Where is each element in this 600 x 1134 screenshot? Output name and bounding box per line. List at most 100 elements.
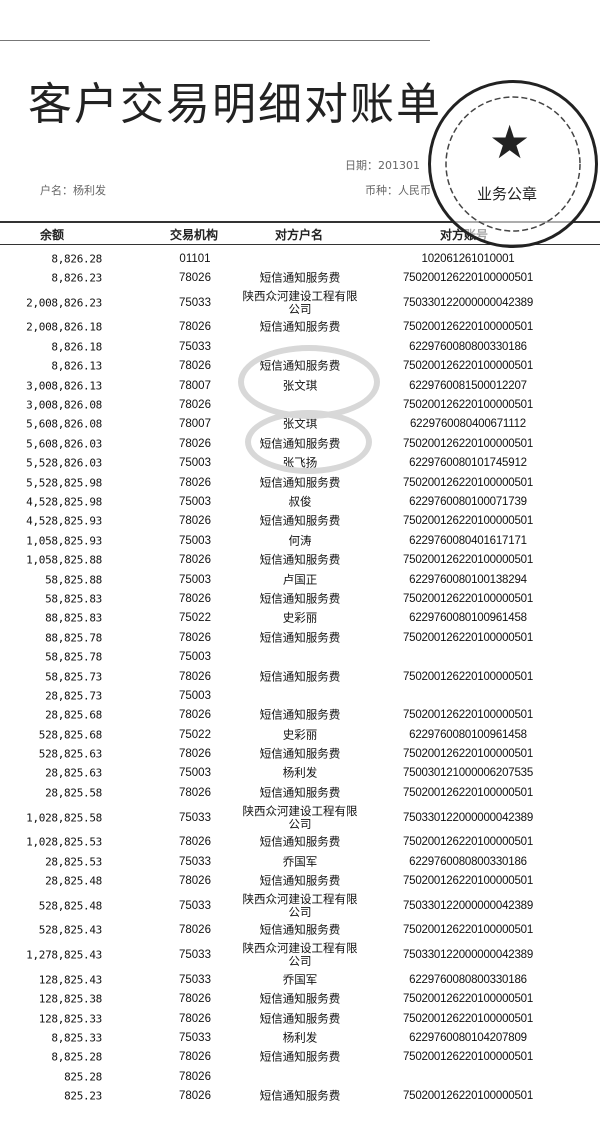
table-row: 128,825.38 78026 短信通知服务费 750200126220100000…: [0, 990, 600, 1009]
org-cell: 78026: [179, 670, 211, 683]
org-cell: 78026: [179, 924, 211, 937]
table-row: 1,058,825.93 75003 何涛 6229760080401617171: [0, 531, 600, 550]
balance-cell: 28,825.48: [45, 874, 102, 888]
balance-cell: 128,825.33: [38, 1012, 103, 1026]
transaction-table: 8,826.28 01101 102061261010001 8,826.23 7802…: [0, 249, 600, 1106]
counterparty-account-cell: 750200126220100000501: [402, 554, 534, 567]
counterparty-account-cell: 750200126220100000501: [402, 399, 534, 412]
org-cell: 78026: [179, 1051, 211, 1064]
org-cell: 78026: [179, 1012, 211, 1025]
org-cell: 78026: [179, 1070, 211, 1083]
balance-cell: 4,528,825.98: [26, 495, 102, 509]
header-rule-top: [0, 221, 600, 223]
balance-cell: 128,825.38: [38, 992, 103, 1006]
table-row: 58,825.73 78026 短信通知服务费 7502001262201000005…: [0, 667, 600, 686]
table-row: 1,028,825.53 78026 短信通知服务费 7502001262201000…: [0, 833, 600, 852]
table-row: 1,028,825.58 75033 陕西众河建设工程有限公司 75033012200…: [0, 803, 600, 833]
balance-cell: 58,825.83: [45, 592, 102, 606]
org-cell: 78026: [179, 631, 211, 644]
balance-cell: 1,058,825.88: [26, 553, 102, 567]
counterparty-name-cell: 史彩丽: [282, 610, 318, 625]
balance-cell: 5,528,825.98: [26, 476, 102, 490]
balance-cell: 28,825.53: [45, 855, 102, 869]
counterparty-account-cell: 6229760080100961458: [409, 728, 527, 741]
currency-label: 币种：: [365, 184, 398, 197]
org-cell: 75033: [179, 1031, 211, 1044]
balance-cell: 28,825.68: [45, 708, 102, 722]
org-cell: 78026: [179, 836, 211, 849]
counterparty-account-cell: 750200126220100000501: [402, 875, 534, 888]
counterparty-account-cell: 750200126220100000501: [402, 631, 534, 644]
counterparty-name-cell: 叔俊: [288, 494, 312, 509]
counterparty-account-cell: 6229760080104207809: [409, 1031, 527, 1044]
table-row: 128,825.43 75033 乔国军 6229760080800330186: [0, 970, 600, 989]
org-cell: 78026: [179, 1090, 211, 1103]
table-row: 1,058,825.88 78026 短信通知服务费 7502001262201000…: [0, 550, 600, 569]
counterparty-name-cell: 短信通知服务费: [259, 319, 341, 334]
org-cell: 75033: [179, 811, 211, 824]
counterparty-name-cell: 卢国正: [282, 572, 318, 587]
org-cell: 78026: [179, 360, 211, 373]
table-row: 88,825.78 78026 短信通知服务费 7502001262201000005…: [0, 628, 600, 647]
org-cell: 78026: [179, 748, 211, 761]
org-cell: 78007: [179, 418, 211, 431]
table-row: 88,825.83 75022 史彩丽 6229760080100961458: [0, 609, 600, 628]
counterparty-account-cell: 750200126220100000501: [402, 515, 534, 528]
balance-cell: 528,825.68: [38, 728, 103, 742]
balance-cell: 8,826.13: [51, 359, 102, 373]
counterparty-account-cell: 102061261010001: [421, 252, 515, 265]
balance-cell: 5,528,826.03: [26, 456, 102, 470]
counterparty-name-cell: 短信通知服务费: [259, 785, 341, 800]
org-cell: 75003: [179, 495, 211, 508]
balance-cell: 58,825.78: [45, 650, 102, 664]
official-stamp: ★ 业务公章: [428, 80, 598, 248]
account-name-field: 户名：杨利发: [40, 182, 106, 198]
balance-cell: 28,825.73: [45, 689, 102, 703]
org-cell: 78026: [179, 515, 211, 528]
counterparty-account-cell: 6229760080101745912: [409, 457, 527, 470]
balance-cell: 8,825.28: [51, 1050, 102, 1064]
counterparty-account-cell: 750200126220100000501: [402, 1012, 534, 1025]
balance-cell: 3,008,826.13: [26, 379, 102, 393]
counterparty-account-cell: 750200126220100000501: [402, 272, 534, 285]
org-cell: 75022: [179, 728, 211, 741]
balance-cell: 1,278,825.43: [26, 948, 102, 962]
org-cell: 78026: [179, 709, 211, 722]
org-cell: 75033: [179, 340, 211, 353]
counterparty-name-cell: 短信通知服务费: [259, 270, 341, 285]
counterparty-account-cell: 6229760080100961458: [409, 612, 527, 625]
counterparty-name-cell: 短信通知服务费: [259, 922, 341, 937]
balance-cell: 825.28: [64, 1070, 102, 1084]
table-row: 8,826.23 78026 短信通知服务费 75020012622010000050…: [0, 268, 600, 287]
table-row: 128,825.33 78026 短信通知服务费 750200126220100000…: [0, 1009, 600, 1028]
counterparty-account-cell: 750200126220100000501: [402, 748, 534, 761]
table-row: 28,825.63 75003 杨利发 750030121000006207535: [0, 764, 600, 783]
table-row: 58,825.78 75003: [0, 647, 600, 666]
balance-cell: 1,028,825.58: [26, 811, 102, 825]
org-cell: 75033: [179, 296, 211, 309]
table-row: 825.28 78026: [0, 1067, 600, 1086]
table-row: 28,825.68 78026 短信通知服务费 7502001262201000005…: [0, 706, 600, 725]
counterparty-account-cell: 750200126220100000501: [402, 360, 534, 373]
account-name-label: 户名：: [40, 184, 73, 197]
counterparty-account-cell: 6229760081500012207: [409, 379, 527, 392]
column-header-org: 交易机构: [170, 228, 219, 242]
counterparty-name-cell: 杨利发: [282, 1030, 318, 1045]
counterparty-account-cell: 750200126220100000501: [402, 993, 534, 1006]
table-row: 825.23 78026 短信通知服务费 750200126220100000501: [0, 1086, 600, 1105]
star-icon: ★: [489, 115, 531, 169]
org-cell: 75033: [179, 973, 211, 986]
balance-cell: 28,825.58: [45, 786, 102, 800]
table-row: 2,008,826.18 78026 短信通知服务费 7502001262201000…: [0, 318, 600, 337]
counterparty-account-cell: 750200126220100000501: [402, 670, 534, 683]
counterparty-name-cell: 陕西众河建设工程有限公司: [242, 288, 358, 316]
counterparty-name-cell: 短信通知服务费: [259, 591, 341, 606]
org-cell: 75003: [179, 689, 211, 702]
org-cell: 78026: [179, 993, 211, 1006]
org-cell: 75003: [179, 573, 211, 586]
org-cell: 75003: [179, 534, 211, 547]
currency-field: 币种：人民币: [365, 182, 431, 198]
balance-cell: 28,825.63: [45, 766, 102, 780]
balance-cell: 8,826.28: [51, 252, 102, 266]
balance-cell: 3,008,826.08: [26, 398, 102, 412]
